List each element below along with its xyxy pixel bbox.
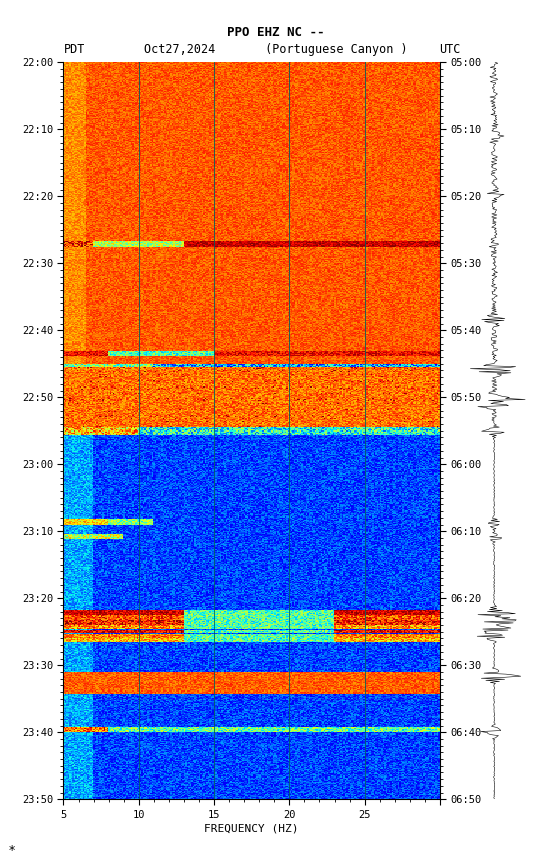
X-axis label: FREQUENCY (HZ): FREQUENCY (HZ) — [204, 823, 299, 834]
Text: UTC: UTC — [439, 43, 460, 56]
Text: Oct27,2024       (Portuguese Canyon ): Oct27,2024 (Portuguese Canyon ) — [144, 43, 408, 56]
Text: PDT: PDT — [63, 43, 85, 56]
Text: PPO EHZ NC --: PPO EHZ NC -- — [227, 26, 325, 39]
Text: *: * — [8, 844, 14, 857]
